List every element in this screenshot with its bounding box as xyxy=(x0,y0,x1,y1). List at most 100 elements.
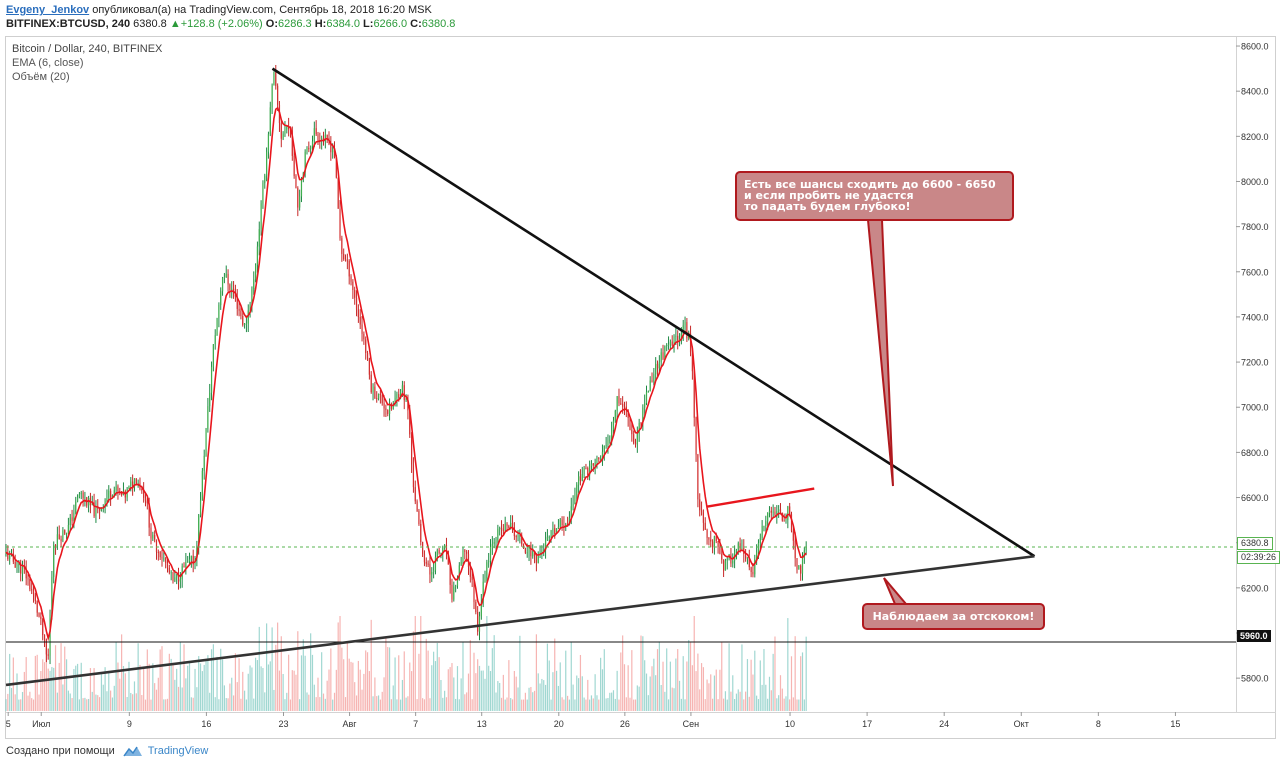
high-label: H: xyxy=(314,18,327,30)
candle-body xyxy=(293,155,295,176)
volume-bar xyxy=(40,670,42,711)
candle-body xyxy=(695,417,697,455)
close-value: 6380.8 xyxy=(421,18,456,30)
volume-bar xyxy=(110,690,112,711)
volume-bar xyxy=(666,648,668,711)
candle-body xyxy=(238,308,240,312)
candle-body xyxy=(416,501,418,511)
candle-body xyxy=(464,550,466,552)
volume-bar xyxy=(759,660,761,711)
volume-bar xyxy=(486,616,488,711)
volume-bar xyxy=(539,683,541,711)
candle-body xyxy=(266,151,268,176)
candle-body xyxy=(511,522,514,528)
candle-body xyxy=(410,434,413,465)
candle-body xyxy=(724,560,727,571)
volume-bar xyxy=(754,650,756,711)
volume-bar xyxy=(34,655,36,711)
volume-bar xyxy=(242,671,244,711)
candle-body xyxy=(572,504,574,507)
candle-body xyxy=(339,208,341,239)
price-tick-label: 7200.0 xyxy=(1241,358,1269,368)
volume-bar xyxy=(159,649,161,711)
volume-bar xyxy=(526,699,528,711)
tradingview-link[interactable]: TradingView xyxy=(123,745,208,757)
price-change: +128.8 (+2.06%) xyxy=(180,18,263,30)
callout-line-2: и если пробить не удастся xyxy=(744,189,914,202)
candle-body xyxy=(622,403,624,407)
volume-bar xyxy=(625,697,627,711)
candle-body xyxy=(357,309,359,318)
candle-body xyxy=(456,578,459,586)
candle-body xyxy=(170,572,172,574)
volume-bar xyxy=(691,665,693,711)
volume-bar xyxy=(330,648,332,711)
volume-bar xyxy=(530,686,532,711)
candle-body xyxy=(9,553,11,560)
candle-body xyxy=(587,467,589,476)
time-tick-label: Июл xyxy=(32,719,50,729)
candle-body xyxy=(647,391,649,393)
candle-body xyxy=(45,639,47,655)
candle-body xyxy=(704,522,706,530)
volume-bar xyxy=(493,635,495,711)
volume-bar xyxy=(517,687,519,711)
time-axis[interactable]: 5 Июл 9 16 23 Авг 7 13 20 26 Сен 10 17 24 Окт 8 15 xyxy=(6,712,1181,729)
volume-bar xyxy=(546,643,549,711)
callout-forecast[interactable]: Есть все шансы сходить до 6600 - 6650 и … xyxy=(735,171,1014,221)
volume-bar xyxy=(165,699,167,711)
candle-body xyxy=(662,352,664,360)
volume-bar xyxy=(141,695,143,711)
candle-body xyxy=(273,72,275,86)
volume-bar xyxy=(128,661,130,711)
candle-body xyxy=(163,558,165,560)
volume-bar xyxy=(416,699,418,711)
volume-bar xyxy=(310,633,312,711)
volume-bar xyxy=(27,695,29,711)
volume-bar xyxy=(322,693,325,711)
candle-body xyxy=(27,578,29,580)
candle-body xyxy=(794,540,796,559)
volume-bar xyxy=(735,693,738,711)
price-axis[interactable]: 5800.06000.06200.06400.06600.06800.07000… xyxy=(1236,42,1269,684)
candle-body xyxy=(561,519,563,526)
volume-bar xyxy=(524,692,526,711)
candle-body xyxy=(752,571,754,575)
volume-bar xyxy=(121,634,123,711)
volume-bar xyxy=(508,660,510,711)
callout-bounce[interactable]: Наблюдаем за отскоком! xyxy=(862,603,1045,630)
author-link[interactable]: Evgeny_Jenkov xyxy=(6,4,90,16)
symbol-quote-line: BITFINEX:BTCUSD, 240 6380.8 ▲+128.8 (+2.… xyxy=(6,17,455,31)
volume-bar xyxy=(644,660,646,711)
candle-body xyxy=(130,481,132,486)
candle-body xyxy=(113,490,115,496)
candle-body xyxy=(601,451,604,458)
candle-body xyxy=(783,520,785,522)
volume-bar xyxy=(275,644,277,711)
candle-body xyxy=(310,146,312,150)
volume-bar xyxy=(93,668,95,711)
volume-bar xyxy=(271,627,273,711)
candle-body xyxy=(111,495,114,498)
volume-bar xyxy=(434,661,437,711)
candle-body xyxy=(629,417,631,430)
candle-body xyxy=(355,297,358,310)
volume-bar xyxy=(620,652,622,711)
candle-body xyxy=(311,141,314,147)
candle-body xyxy=(333,149,336,158)
candle-body xyxy=(502,529,504,531)
volume-bar xyxy=(111,697,114,711)
candle-body xyxy=(482,581,484,603)
candle-body xyxy=(425,562,427,564)
volume-bar xyxy=(221,659,224,711)
candle-body xyxy=(631,429,633,435)
volume-bar xyxy=(798,699,800,711)
chart-frame[interactable] xyxy=(5,36,1276,739)
volume-bar xyxy=(155,689,158,711)
volume-bar xyxy=(469,640,471,711)
callout-pointers xyxy=(866,219,909,605)
candle-body xyxy=(623,406,626,408)
candle-body xyxy=(374,386,376,399)
candle-body xyxy=(188,559,191,562)
